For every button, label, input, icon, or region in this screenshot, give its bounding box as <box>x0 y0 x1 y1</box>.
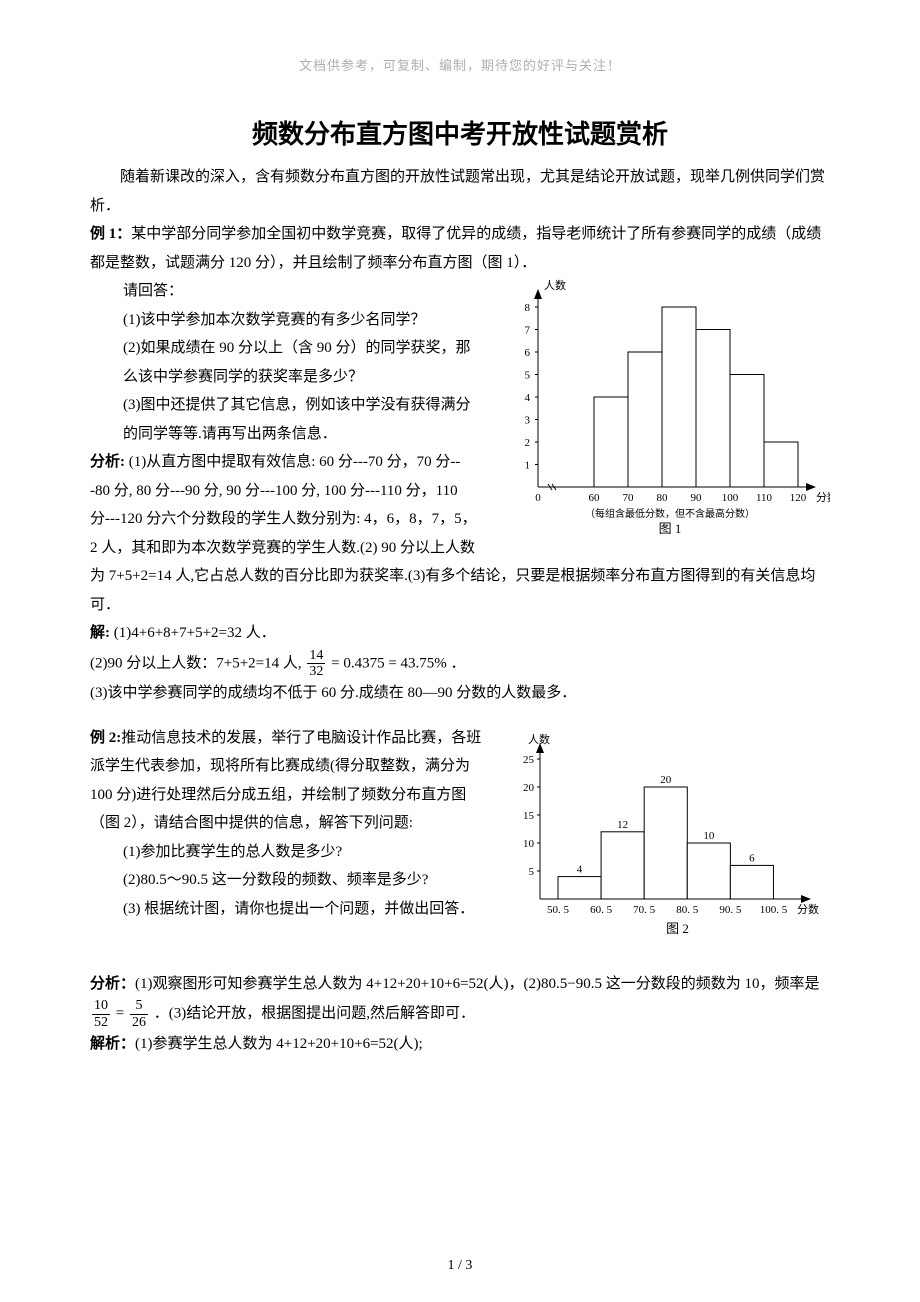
svg-text:5: 5 <box>529 866 535 878</box>
page: 文档供参考，可复制、编制，期待您的好评与关注！ 频数分布直方图中考开放性试题赏析… <box>0 0 920 1302</box>
svg-text:12: 12 <box>617 819 628 831</box>
svg-text:90. 5: 90. 5 <box>719 904 742 916</box>
svg-text:0: 0 <box>535 492 541 504</box>
svg-text:2: 2 <box>525 437 531 449</box>
svg-text:10: 10 <box>523 838 535 850</box>
svg-text:7: 7 <box>525 325 531 337</box>
example-1-stem: 例 1：某中学部分同学参加全国初中数学竞赛，取得了优异的成绩，指导老师统计了所有… <box>90 220 830 277</box>
svg-text:80. 5: 80. 5 <box>676 904 699 916</box>
solve2-suffix: = 0.4375 = 43.75% ． <box>331 655 465 671</box>
svg-text:8: 8 <box>525 302 531 314</box>
solve-2-text: (1)参赛学生总人数为 4+12+20+10+6=52(人); <box>135 1036 423 1052</box>
svg-text:6: 6 <box>525 347 531 359</box>
analysis-2-label: 分析： <box>90 976 135 992</box>
example-1-solve1: 解: (1)4+6+8+7+5+2=32 人． <box>90 619 830 648</box>
svg-text:3: 3 <box>525 415 531 427</box>
svg-text:5: 5 <box>525 370 531 382</box>
solve-label: 解: <box>90 625 110 641</box>
fraction-num: 14 <box>307 648 325 664</box>
fraction-5-26: 5 26 <box>130 998 148 1030</box>
analysis-2b: ．(3)结论开放，根据图提出问题,然后解答即可． <box>154 1006 475 1022</box>
fraction-den: 52 <box>92 1015 110 1030</box>
solve-2-label: 解析： <box>90 1036 135 1052</box>
example-1-stem-text: 某中学部分同学参加全国初中数学竞赛，取得了优异的成绩，指导老师统计了所有参赛同学… <box>90 226 821 271</box>
solve2-prefix: (2)90 分以上人数：7+5+2=14 人, <box>90 655 305 671</box>
example-2-analysis: 分析：(1)观察图形可知参赛学生总人数为 4+12+20+10+6=52(人)，… <box>90 970 830 1030</box>
svg-text:（每组含最低分数，但不含最高分数）: （每组含最低分数，但不含最高分数） <box>585 507 755 520</box>
example-2-stem-text: 推动信息技术的发展，举行了电脑设计作品比赛，各班派学生代表参加，现将所有比赛成绩… <box>90 730 481 832</box>
analysis-label: 分析: <box>90 454 125 470</box>
figure-1: 12345678060708090100110120人数分数（每组含最低分数，但… <box>490 277 830 547</box>
svg-text:分数: 分数 <box>816 491 830 504</box>
svg-text:4: 4 <box>525 392 531 404</box>
example-1-solve3: (3)该中学参赛同学的成绩均不低于 60 分.成绩在 80—90 分数的人数最多… <box>90 679 830 708</box>
example-1: 例 1：某中学部分同学参加全国初中数学竞赛，取得了优异的成绩，指导老师统计了所有… <box>90 220 830 708</box>
svg-text:80: 80 <box>657 492 669 504</box>
svg-text:20: 20 <box>523 782 535 794</box>
chart-1-svg: 12345678060708090100110120人数分数（每组含最低分数，但… <box>490 277 830 542</box>
chart-2-svg: 5 10 15 20 25 50. 5 60. 5 70. 5 80. 5 90. 5 100. 5… <box>500 724 830 949</box>
svg-text:110: 110 <box>756 492 773 504</box>
header-note: 文档供参考，可复制、编制，期待您的好评与关注！ <box>90 55 830 74</box>
svg-text:100: 100 <box>722 492 739 504</box>
spacer <box>90 710 830 724</box>
svg-text:1: 1 <box>525 460 531 472</box>
example-2: 5 10 15 20 25 50. 5 60. 5 70. 5 80. 5 90. 5 100. 5… <box>90 724 830 954</box>
fraction-10-52: 10 52 <box>92 998 110 1030</box>
example-2-label: 例 2: <box>90 730 121 746</box>
svg-text:60: 60 <box>589 492 601 504</box>
solve1-text: (1)4+6+8+7+5+2=32 人． <box>110 625 276 641</box>
svg-text:100. 5: 100. 5 <box>760 904 788 916</box>
fraction-den: 26 <box>130 1015 148 1030</box>
svg-text:图 1: 图 1 <box>659 521 682 536</box>
svg-text:60. 5: 60. 5 <box>590 904 613 916</box>
fraction-den: 32 <box>307 664 325 679</box>
svg-text:90: 90 <box>691 492 703 504</box>
spacer-2 <box>90 956 830 970</box>
svg-text:50. 5: 50. 5 <box>547 904 570 916</box>
example-1-solve2: (2)90 分以上人数：7+5+2=14 人, 14 32 = 0.4375 =… <box>90 648 830 680</box>
example-1-label: 例 1： <box>90 226 131 242</box>
svg-text:分数: 分数 <box>797 903 819 916</box>
svg-text:120: 120 <box>790 492 807 504</box>
fraction-num: 10 <box>92 998 110 1014</box>
svg-text:6: 6 <box>749 852 755 864</box>
analysis-2a: (1)观察图形可知参赛学生总人数为 4+12+20+10+6=52(人)，(2)… <box>135 976 819 992</box>
svg-text:25: 25 <box>523 754 535 766</box>
svg-text:人数: 人数 <box>544 279 566 292</box>
page-title: 频数分布直方图中考开放性试题赏析 <box>90 114 830 151</box>
example-2-solve: 解析：(1)参赛学生总人数为 4+12+20+10+6=52(人); <box>90 1030 830 1059</box>
intro-paragraph: 随着新课改的深入，含有频数分布直方图的开放性试题常出现，尤其是结论开放试题，现举… <box>90 163 830 220</box>
svg-text:4: 4 <box>577 863 583 875</box>
svg-text:图 2: 图 2 <box>666 921 689 936</box>
fraction-num: 5 <box>130 998 148 1014</box>
svg-text:70: 70 <box>623 492 635 504</box>
svg-text:人数: 人数 <box>528 733 550 746</box>
figure-2: 5 10 15 20 25 50. 5 60. 5 70. 5 80. 5 90. 5 100. 5… <box>500 724 830 954</box>
svg-text:70. 5: 70. 5 <box>633 904 656 916</box>
fraction-14-32: 14 32 <box>307 648 325 680</box>
eq-text: = <box>116 1006 128 1022</box>
svg-text:10: 10 <box>703 830 715 842</box>
page-number: 1 / 3 <box>0 1258 920 1274</box>
svg-text:20: 20 <box>660 774 672 786</box>
svg-text:15: 15 <box>523 810 535 822</box>
